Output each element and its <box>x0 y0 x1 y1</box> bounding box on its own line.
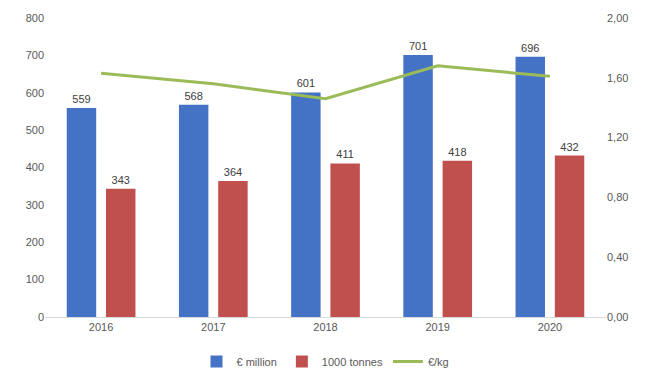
svg-text:0,00: 0,00 <box>607 311 628 323</box>
svg-text:200: 200 <box>26 236 44 248</box>
svg-text:800: 800 <box>26 12 44 24</box>
svg-text:300: 300 <box>26 199 44 211</box>
svg-text:2016: 2016 <box>89 321 113 333</box>
svg-text:500: 500 <box>26 124 44 136</box>
svg-text:2020: 2020 <box>538 321 562 333</box>
svg-text:601: 601 <box>297 77 315 89</box>
svg-text:1,60: 1,60 <box>607 72 628 84</box>
svg-text:568: 568 <box>184 90 202 102</box>
svg-text:432: 432 <box>560 141 578 153</box>
svg-text:1,20: 1,20 <box>607 131 628 143</box>
svg-text:€ million: € million <box>237 356 277 368</box>
svg-text:0,80: 0,80 <box>607 191 628 203</box>
svg-text:2018: 2018 <box>313 321 337 333</box>
svg-text:701: 701 <box>409 40 427 52</box>
svg-text:343: 343 <box>112 174 130 186</box>
svg-text:0: 0 <box>38 311 44 323</box>
svg-text:364: 364 <box>224 166 242 178</box>
svg-text:559: 559 <box>72 93 90 105</box>
svg-text:2019: 2019 <box>425 321 449 333</box>
svg-text:418: 418 <box>448 146 466 158</box>
svg-text:1000 tonnes: 1000 tonnes <box>322 356 383 368</box>
svg-text:0,40: 0,40 <box>607 251 628 263</box>
svg-text:€/kg: €/kg <box>428 356 449 368</box>
svg-text:700: 700 <box>26 49 44 61</box>
svg-text:696: 696 <box>521 42 539 54</box>
svg-text:2017: 2017 <box>201 321 225 333</box>
svg-text:600: 600 <box>26 87 44 99</box>
svg-text:100: 100 <box>26 273 44 285</box>
svg-text:400: 400 <box>26 161 44 173</box>
svg-text:411: 411 <box>336 148 354 160</box>
svg-text:2,00: 2,00 <box>607 12 628 24</box>
